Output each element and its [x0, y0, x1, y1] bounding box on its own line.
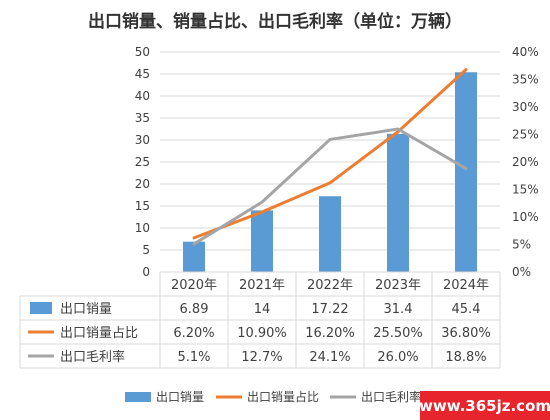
y-right-tick-label: 20% [512, 155, 539, 169]
y-left-tick-label: 10 [135, 221, 150, 235]
category-label: 2023年 [375, 278, 421, 293]
bar [251, 210, 273, 272]
legend-key [125, 392, 151, 402]
series-line [192, 68, 468, 240]
chart-title: 出口销量、销量占比、出口毛利率（单位：万辆） [88, 11, 462, 32]
y-axis-left: 0 5 10 15 20 25 30 35 40 45 50 [135, 45, 150, 279]
data-cell: 24.1% [309, 350, 350, 365]
data-cell: 31.4 [384, 302, 413, 317]
y-right-tick-label: 10% [512, 210, 539, 224]
category-label: 2024年 [443, 278, 489, 293]
series-row-name: 出口销量 [60, 302, 112, 317]
data-cell: 17.22 [311, 302, 348, 317]
legend-label: 出口销量占比 [247, 389, 319, 404]
data-cell: 10.90% [237, 326, 287, 341]
data-cell: 25.50% [373, 326, 423, 341]
category-label: 2022年 [307, 278, 353, 293]
data-cell: 14 [254, 302, 271, 317]
data-cell: 6.20% [173, 326, 214, 341]
data-cell: 12.7% [241, 350, 282, 365]
data-cell: 16.20% [305, 326, 355, 341]
bar [183, 241, 205, 272]
bar [319, 196, 341, 272]
category-label: 2021年 [239, 278, 285, 293]
data-cell: 18.8% [445, 350, 486, 365]
watermark: www.365jz.com [419, 391, 550, 420]
data-cell: 26.0% [377, 350, 418, 365]
bar [455, 72, 477, 273]
series-row-name: 出口销量占比 [60, 326, 138, 341]
category-label: 2020年 [171, 278, 217, 293]
bar-series [183, 72, 477, 273]
y-left-tick-label: 25 [135, 155, 150, 169]
y-right-tick-label: 0% [512, 265, 531, 279]
y-left-tick-label: 35 [135, 111, 150, 125]
y-left-tick-label: 30 [135, 133, 150, 147]
data-cell: 45.4 [452, 302, 481, 317]
series-row-name: 出口毛利率 [60, 349, 125, 365]
data-cell: 36.80% [441, 326, 491, 341]
legend-label: 出口销量 [156, 390, 204, 404]
bar [387, 133, 409, 272]
y-right-tick-label: 35% [512, 73, 539, 87]
y-left-tick-label: 20 [135, 177, 150, 191]
y-right-tick-label: 40% [512, 45, 539, 59]
y-left-tick-label: 15 [135, 199, 150, 213]
y-right-tick-label: 30% [512, 100, 539, 114]
data-cell: 5.1% [177, 350, 210, 365]
line-series [192, 68, 468, 246]
y-left-tick-label: 50 [135, 45, 150, 59]
y-axis-right: 0% 5% 10% 15% 20% 25% 30% 35% 40% [512, 45, 539, 279]
y-left-tick-label: 0 [142, 265, 150, 279]
watermark-background [420, 391, 550, 420]
y-left-tick-label: 45 [135, 67, 150, 81]
y-right-tick-label: 5% [512, 238, 531, 252]
y-right-tick-label: 15% [512, 183, 539, 197]
y-left-tick-label: 40 [135, 89, 150, 103]
legend: 出口销量 出口销量占比 出口毛利率 [125, 389, 421, 404]
y-left-tick-label: 5 [142, 243, 150, 257]
data-cell: 6.89 [180, 302, 209, 317]
watermark-text: www.365jz.com [419, 397, 550, 415]
legend-label: 出口毛利率 [361, 389, 421, 404]
series-line [192, 127, 468, 246]
y-right-tick-label: 25% [512, 128, 539, 142]
series-key [30, 302, 52, 314]
